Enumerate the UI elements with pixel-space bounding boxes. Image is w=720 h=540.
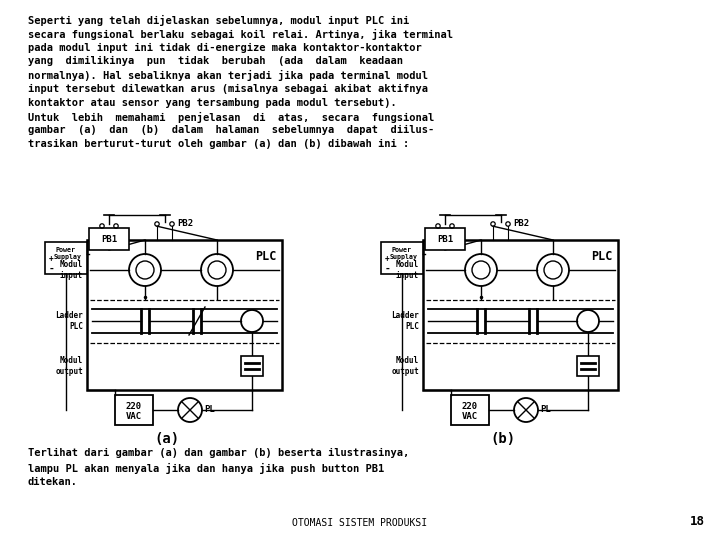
Bar	[87, 240, 282, 390]
Bar	[381, 242, 423, 274]
Text: (b): (b)	[490, 432, 516, 446]
Text: gambar  (a)  dan  (b)  dalam  halaman  sebelumnya  dapat  diilus-: gambar (a) dan (b) dalam halaman sebelum…	[28, 125, 434, 136]
Text: Power: Power	[56, 247, 76, 253]
Bar	[115, 395, 153, 425]
Text: input tersebut dilewatkan arus (misalnya sebagai akibat aktifnya: input tersebut dilewatkan arus (misalnya…	[28, 84, 428, 94]
Text: Untuk  lebih  memahami  penjelasan  di  atas,  secara  fungsional: Untuk lebih memahami penjelasan di atas,…	[28, 112, 434, 123]
Text: ditekan.: ditekan.	[28, 477, 78, 487]
Text: PL: PL	[540, 404, 551, 414]
Text: VAC: VAC	[462, 412, 478, 421]
Text: secara fungsional berlaku sebagai koil relai. Artinya, jika terminal: secara fungsional berlaku sebagai koil r…	[28, 29, 453, 40]
Text: 220: 220	[126, 402, 142, 411]
Text: Modul
output: Modul output	[55, 356, 83, 376]
Text: Ladder
PLC: Ladder PLC	[55, 311, 83, 331]
Text: kontaktor atau sensor yang tersambung pada modul tersebut).: kontaktor atau sensor yang tersambung pa…	[28, 98, 397, 108]
Text: +: +	[49, 254, 53, 263]
Text: +: +	[385, 254, 390, 263]
Text: Modul
input: Modul input	[60, 260, 83, 280]
Bar	[425, 228, 465, 250]
Text: Seperti yang telah dijelaskan sebelumnya, modul input PLC ini: Seperti yang telah dijelaskan sebelumnya…	[28, 15, 409, 26]
Bar	[577, 356, 599, 376]
Text: pada modul input ini tidak di-energize maka kontaktor-kontaktor: pada modul input ini tidak di-energize m…	[28, 43, 422, 52]
Text: PB2: PB2	[177, 219, 193, 228]
Bar	[451, 395, 489, 425]
Text: VAC: VAC	[126, 412, 142, 421]
Text: Terlihat dari gambar (a) dan gambar (b) beserta ilustrasinya,: Terlihat dari gambar (a) dan gambar (b) …	[28, 448, 409, 458]
Text: Modul
input: Modul input	[396, 260, 419, 280]
Text: -: -	[385, 264, 391, 274]
Text: trasikan berturut-turut oleh gambar (a) dan (b) dibawah ini :: trasikan berturut-turut oleh gambar (a) …	[28, 139, 409, 149]
Text: PL: PL	[204, 404, 215, 414]
Text: normalnya). Hal sebaliknya akan terjadi jika pada terminal modul: normalnya). Hal sebaliknya akan terjadi …	[28, 70, 428, 81]
Text: -: -	[49, 264, 55, 274]
Text: Supplay: Supplay	[54, 254, 82, 260]
Bar	[241, 356, 263, 376]
Text: Modul
output: Modul output	[391, 356, 419, 376]
Text: PB2: PB2	[513, 219, 529, 228]
Text: Supplay: Supplay	[390, 254, 418, 260]
Text: Ladder
PLC: Ladder PLC	[391, 311, 419, 331]
Text: 220: 220	[462, 402, 478, 411]
Text: PLC: PLC	[590, 250, 612, 263]
Text: PB1: PB1	[437, 234, 453, 244]
Text: 18: 18	[690, 515, 705, 528]
Text: (a): (a)	[154, 432, 179, 446]
Text: PLC: PLC	[255, 250, 276, 263]
Text: PB1: PB1	[101, 234, 117, 244]
Bar	[45, 242, 87, 274]
Text: OTOMASI SISTEM PRODUKSI: OTOMASI SISTEM PRODUKSI	[292, 518, 428, 528]
Bar	[423, 240, 618, 390]
Text: yang  dimilikinya  pun  tidak  berubah  (ada  dalam  keadaan: yang dimilikinya pun tidak berubah (ada …	[28, 56, 403, 66]
Bar	[89, 228, 129, 250]
Text: Power: Power	[392, 247, 412, 253]
Text: lampu PL akan menyala jika dan hanya jika push button PB1: lampu PL akan menyala jika dan hanya jik…	[28, 462, 384, 474]
